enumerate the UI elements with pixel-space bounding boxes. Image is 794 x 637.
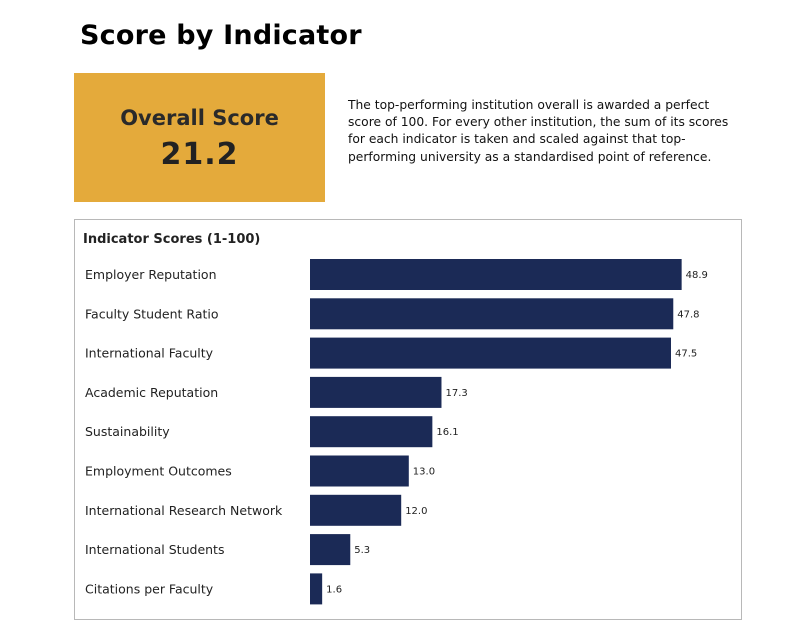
value-label-sustainability: 16.1: [436, 427, 458, 438]
overall-score-label: Overall Score: [120, 106, 279, 130]
value-label-international-faculty: 47.5: [675, 349, 697, 360]
value-label-citations-per-faculty: 1.6: [326, 584, 342, 595]
bar-international-faculty: [310, 337, 671, 369]
category-label-international-students: International Students: [85, 542, 224, 557]
category-label-academic-reputation: Academic Reputation: [85, 385, 218, 400]
category-label-faculty-student-ratio: Faculty Student Ratio: [85, 306, 219, 321]
bar-sustainability: [310, 416, 433, 448]
bar-academic-reputation: [310, 376, 442, 408]
bar-international-research-network: [310, 494, 402, 526]
category-label-international-research-network: International Research Network: [85, 503, 283, 518]
indicator-bar-chart: Employer Reputation 48.9 Faculty Student R…: [85, 259, 708, 605]
value-label-faculty-student-ratio: 47.8: [677, 309, 699, 320]
chart-title: Indicator Scores (1-100): [83, 232, 261, 247]
category-label-employment-outcomes: Employment Outcomes: [85, 464, 232, 479]
score-description: The top-performing institution overall i…: [348, 98, 729, 164]
category-label-international-faculty: International Faculty: [85, 346, 214, 361]
value-label-international-students: 5.3: [354, 545, 370, 556]
overall-score-card: Overall Score 21.2: [74, 73, 325, 202]
bar-faculty-student-ratio: [310, 298, 674, 330]
indicator-chart-panel: Indicator Scores (1-100) Employer Reputa…: [74, 219, 742, 620]
value-label-international-research-network: 12.0: [405, 506, 427, 517]
value-label-academic-reputation: 17.3: [445, 388, 467, 399]
category-label-sustainability: Sustainability: [85, 424, 170, 439]
overall-score-value: 21.2: [160, 137, 239, 172]
bar-international-students: [310, 534, 351, 566]
bar-employment-outcomes: [310, 455, 409, 487]
page-title: Score by Indicator: [80, 20, 362, 51]
value-label-employer-reputation: 48.9: [686, 270, 708, 281]
value-label-employment-outcomes: 13.0: [413, 467, 435, 478]
category-label-employer-reputation: Employer Reputation: [85, 267, 217, 282]
category-label-citations-per-faculty: Citations per Faculty: [85, 581, 214, 596]
bar-employer-reputation: [310, 259, 682, 290]
bar-citations-per-faculty: [310, 573, 323, 605]
